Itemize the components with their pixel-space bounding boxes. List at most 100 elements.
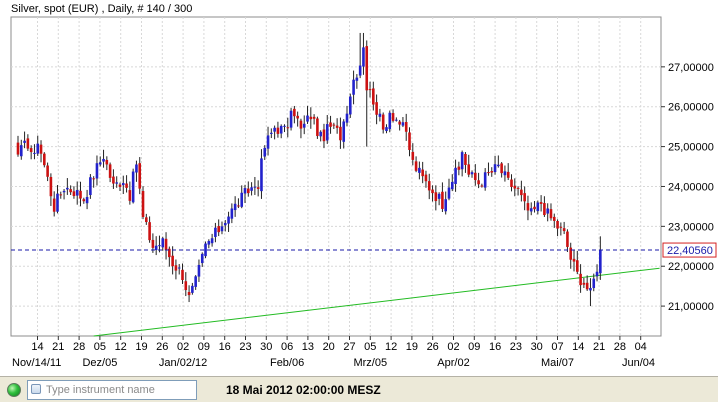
candle [306,105,309,124]
candle-body [289,110,293,128]
candle-body [69,189,72,193]
candle [497,155,500,168]
candle [46,162,49,182]
candle [138,157,142,195]
y-tick-label: 27,00000 [668,62,714,74]
candle-body [572,258,576,262]
candle [388,110,392,133]
candle-body [559,226,563,228]
candle-body [98,162,102,165]
candle [427,173,431,200]
candle-body [26,138,30,149]
candle-body [240,192,244,207]
candle-body [266,135,270,149]
candle [184,272,188,297]
candle-body [444,199,447,212]
candle-body [579,273,582,286]
candle [599,236,602,280]
candle-body [112,176,115,184]
candle [26,134,30,151]
candle-body [483,172,487,188]
candle-body [207,241,211,245]
instrument-icon [31,384,41,394]
price-chart[interactable]: 14 21 28 05 12 19 26 02 09 16 23 30 06 13 20 27 05 12 19 26… [0,0,718,376]
candle [29,145,33,160]
candle [181,263,184,285]
candle [533,200,536,213]
candle-body [523,193,526,202]
candle-body [381,114,385,130]
candle [418,161,421,180]
candle [194,275,197,290]
candle [335,118,339,134]
candle-body [599,250,602,274]
candle-body [533,206,536,210]
x-tick-label: 16 [219,341,231,353]
candle [536,200,540,215]
candle [164,232,168,260]
candle-body [105,159,109,165]
candle [240,185,244,209]
candle [223,220,227,232]
candle [273,125,276,140]
candle [450,174,454,192]
candle [204,241,207,259]
candle [112,169,115,189]
candle-body [513,185,517,189]
instrument-search-input[interactable] [46,382,194,398]
candle-body [273,127,276,132]
candle [118,182,122,192]
candle [233,196,237,217]
candle [345,105,349,127]
candle-body [342,121,346,142]
candle [200,252,204,267]
candle-body [365,46,369,91]
candle-body [460,152,464,170]
candle-body [220,226,224,232]
candle [513,178,517,197]
candle [562,221,566,235]
candle [191,282,194,295]
current-price-box [662,242,717,258]
candle-body [128,190,132,201]
candle [79,181,82,207]
candle-body [52,198,56,212]
candle-body [474,172,477,181]
candle [437,192,441,206]
candle [503,165,507,182]
candle-body [309,116,313,120]
candle-body [39,144,43,154]
candle-body [200,253,204,264]
candle-body [79,190,82,199]
candle-body [148,222,151,241]
x-tick-label: 09 [468,341,480,353]
candle-body [352,79,355,95]
candle [23,131,26,149]
chart-title: Silver, spot (EUR) , Daily, # 140 / 300 [11,3,193,15]
candle-body [141,191,145,218]
candle [500,162,503,178]
candle [325,114,329,144]
candle [358,32,362,79]
instrument-search-box[interactable] [27,380,197,400]
candle [441,182,444,213]
candle-body [151,239,155,248]
candle [253,176,257,195]
candle-body [174,265,178,271]
candle-body [375,102,378,115]
candle [424,170,428,188]
candle-body [59,194,63,196]
candle-body [253,186,257,188]
candle-body [19,145,23,157]
candle-body [250,187,253,191]
candle-body [398,121,401,125]
candle-body [72,191,76,196]
candle-body [441,191,444,209]
candle [572,249,576,272]
candle [510,174,513,192]
current-price-group: 22,40560 [11,242,717,258]
candle-body [414,161,418,171]
candle [582,277,586,289]
candle-body [487,172,490,174]
candle [454,159,457,192]
